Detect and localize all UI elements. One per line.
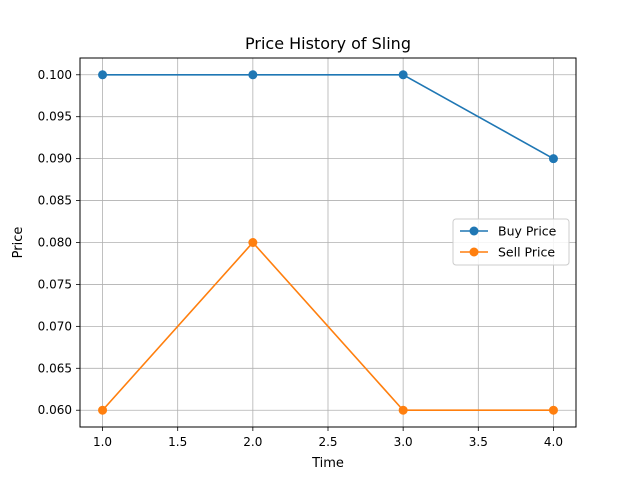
data-point	[248, 238, 258, 247]
x-tick-label: 3.0	[394, 435, 413, 449]
y-tick-label: 0.060	[38, 403, 72, 417]
series-line-0	[102, 73, 554, 160]
data-point	[248, 70, 258, 80]
x-tick-label: 1.5	[168, 435, 187, 449]
series-line-1	[101, 241, 554, 412]
y-tick-label: 0.090	[38, 152, 72, 166]
legend-entry-label: Sell Price	[498, 245, 555, 260]
x-tick-label: 2.5	[318, 435, 337, 449]
data-point	[548, 154, 558, 164]
data-point	[398, 70, 408, 80]
y-tick-label: 0.070	[38, 319, 72, 333]
y-axis-label: Price	[11, 227, 26, 259]
data-point	[548, 405, 558, 415]
x-tick-label: 3.5	[469, 435, 488, 449]
chart-title: Price History of Sling	[245, 34, 411, 53]
y-tick-label: 0.085	[38, 194, 72, 208]
x-tick-label: 4.0	[544, 435, 563, 449]
y-tick-label: 0.095	[38, 110, 72, 124]
series-layer	[98, 70, 558, 415]
x-axis-label: Time	[311, 456, 344, 471]
y-axis-ticks: 0.060 0.065 0.070 0.075 0.080 0.085 0.090 0.095…	[38, 68, 80, 417]
x-tick-label: 2.0	[243, 435, 262, 449]
y-tick-label: 0.080	[38, 236, 72, 250]
legend: Buy Price Sell Price	[452, 218, 570, 266]
legend-entry-label: Buy Price	[498, 224, 557, 239]
y-tick-label: 0.065	[38, 361, 72, 375]
x-axis-ticks: 1.0 1.5 2.0 2.5 3.0 3.5 4.0	[93, 427, 563, 449]
y-tick-label: 0.100	[38, 68, 72, 82]
data-point	[98, 405, 108, 415]
y-tick-label: 0.075	[38, 277, 72, 291]
legend-swatch-marker	[469, 226, 479, 236]
data-point	[98, 70, 108, 80]
data-point	[398, 405, 408, 415]
x-tick-label: 1.0	[93, 435, 112, 449]
legend-swatch-marker	[469, 247, 479, 257]
